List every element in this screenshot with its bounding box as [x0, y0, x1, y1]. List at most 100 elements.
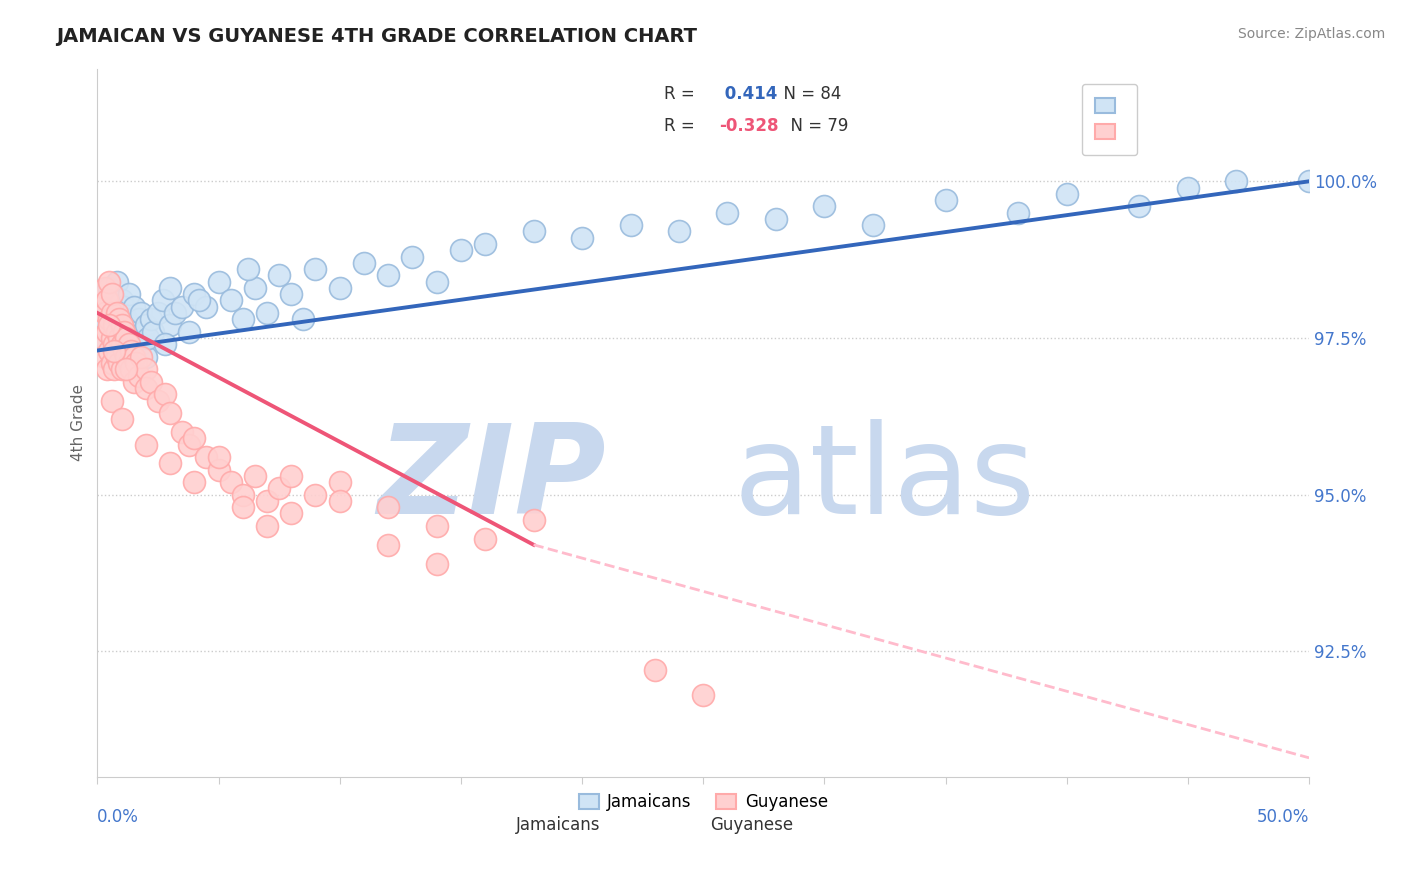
- Y-axis label: 4th Grade: 4th Grade: [72, 384, 86, 461]
- Point: [98, 318, 121, 333]
- Point: [1056, 186, 1078, 201]
- Point: [280, 468, 302, 483]
- Point: [110, 343, 132, 358]
- Point: [256, 306, 278, 320]
- Text: JAMAICAN VS GUYANESE 4TH GRADE CORRELATION CHART: JAMAICAN VS GUYANESE 4TH GRADE CORRELATI…: [56, 27, 697, 45]
- Point: [163, 306, 186, 320]
- Point: [243, 468, 266, 483]
- Point: [377, 500, 399, 515]
- Point: [152, 293, 174, 308]
- Point: [183, 431, 205, 445]
- Point: [129, 350, 152, 364]
- Point: [110, 362, 132, 376]
- Point: [256, 494, 278, 508]
- Point: [93, 306, 115, 320]
- Text: atlas: atlas: [734, 418, 1036, 540]
- Point: [128, 368, 150, 383]
- Point: [91, 331, 114, 345]
- Point: [135, 350, 157, 364]
- Point: [108, 356, 131, 370]
- Point: [101, 356, 124, 370]
- Point: [474, 237, 496, 252]
- Point: [125, 356, 148, 370]
- Point: [98, 312, 121, 326]
- Point: [98, 281, 121, 295]
- Text: Source: ZipAtlas.com: Source: ZipAtlas.com: [1237, 27, 1385, 41]
- Point: [103, 337, 125, 351]
- Point: [269, 481, 291, 495]
- Text: R =: R =: [665, 117, 700, 135]
- Point: [183, 475, 205, 489]
- Point: [101, 287, 124, 301]
- Point: [129, 306, 152, 320]
- Point: [110, 337, 132, 351]
- Point: [101, 306, 124, 320]
- Point: [155, 387, 177, 401]
- Point: [108, 331, 131, 345]
- Point: [377, 538, 399, 552]
- Point: [146, 306, 169, 320]
- Point: [426, 519, 449, 533]
- Point: [1177, 180, 1199, 194]
- Point: [118, 287, 141, 301]
- Text: 0.0%: 0.0%: [97, 808, 139, 827]
- Point: [236, 262, 259, 277]
- Point: [377, 268, 399, 283]
- Point: [112, 325, 135, 339]
- Point: [329, 281, 352, 295]
- Text: 0.414: 0.414: [718, 85, 778, 103]
- Point: [1298, 174, 1320, 188]
- Legend: Jamaicans, Guyanese: Jamaicans, Guyanese: [572, 787, 835, 818]
- Point: [105, 350, 128, 364]
- Point: [142, 325, 165, 339]
- Point: [122, 325, 145, 339]
- Point: [110, 306, 132, 320]
- Point: [159, 318, 181, 333]
- Point: [401, 250, 423, 264]
- Point: [108, 312, 131, 326]
- Point: [172, 425, 194, 439]
- Point: [619, 218, 641, 232]
- Point: [269, 268, 291, 283]
- Point: [183, 287, 205, 301]
- Point: [120, 362, 142, 376]
- Point: [426, 275, 449, 289]
- Point: [935, 193, 957, 207]
- Point: [93, 331, 115, 345]
- Point: [219, 293, 242, 308]
- Point: [207, 450, 229, 464]
- Point: [132, 325, 155, 339]
- Point: [108, 312, 131, 326]
- Point: [103, 293, 125, 308]
- Text: ZIP: ZIP: [378, 418, 606, 540]
- Point: [103, 337, 125, 351]
- Point: [98, 343, 121, 358]
- Point: [98, 275, 121, 289]
- Point: [522, 224, 544, 238]
- Point: [179, 437, 201, 451]
- Point: [353, 256, 375, 270]
- Point: [195, 450, 218, 464]
- Point: [125, 331, 148, 345]
- Point: [103, 318, 125, 333]
- Point: [692, 688, 714, 702]
- Point: [122, 350, 145, 364]
- Text: Guyanese: Guyanese: [710, 815, 793, 833]
- Point: [304, 262, 326, 277]
- Text: -0.328: -0.328: [718, 117, 779, 135]
- Point: [135, 318, 157, 333]
- Point: [96, 325, 118, 339]
- Point: [115, 331, 138, 345]
- Point: [112, 325, 135, 339]
- Point: [129, 337, 152, 351]
- Point: [668, 224, 690, 238]
- Point: [118, 356, 141, 370]
- Point: [135, 381, 157, 395]
- Point: [765, 211, 787, 226]
- Point: [159, 456, 181, 470]
- Point: [172, 300, 194, 314]
- Point: [105, 325, 128, 339]
- Point: [219, 475, 242, 489]
- Point: [159, 406, 181, 420]
- Point: [256, 519, 278, 533]
